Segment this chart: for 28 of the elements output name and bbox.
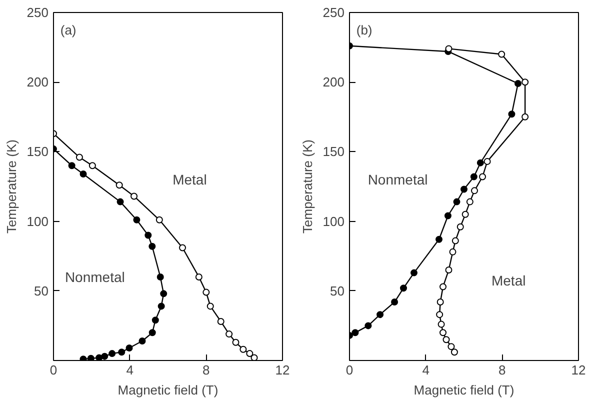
y-tick-label: 100 <box>322 214 345 229</box>
x-tick-label: 4 <box>422 362 430 378</box>
y-tick-label: 250 <box>26 5 49 20</box>
y-tick-label: 50 <box>34 283 49 298</box>
y-axis-title: Temperature (K) <box>4 140 19 234</box>
x-tick-label: 12 <box>571 362 586 378</box>
y-tick-label: 50 <box>330 283 345 298</box>
x-tick-label: 12 <box>275 362 290 378</box>
x-tick-label: 0 <box>50 362 58 378</box>
annotation: Nonmetal <box>368 172 428 188</box>
y-tick-label: 150 <box>26 144 49 160</box>
y-tick-label: 100 <box>26 214 49 229</box>
x-tick-label: 4 <box>126 362 134 378</box>
x-tick-label: 8 <box>498 362 506 378</box>
annotation: (a) <box>60 22 76 38</box>
annotation: Metal <box>491 272 526 288</box>
annotation: Nonmetal <box>64 268 125 285</box>
y-axis-title: Temperature (K) <box>300 140 315 234</box>
y-tick-label: 250 <box>322 5 345 20</box>
x-axis-title: Magnetic field (T) <box>414 382 514 398</box>
x-tick-label: 0 <box>346 362 354 378</box>
annotation: Metal <box>172 172 207 188</box>
annotation: (b) <box>356 22 372 38</box>
y-tick-label: 200 <box>26 74 49 90</box>
y-tick-label: 150 <box>322 144 345 160</box>
x-tick-label: 8 <box>202 362 210 378</box>
x-axis-title: Magnetic field (T) <box>118 382 218 398</box>
y-tick-label: 200 <box>322 74 345 90</box>
